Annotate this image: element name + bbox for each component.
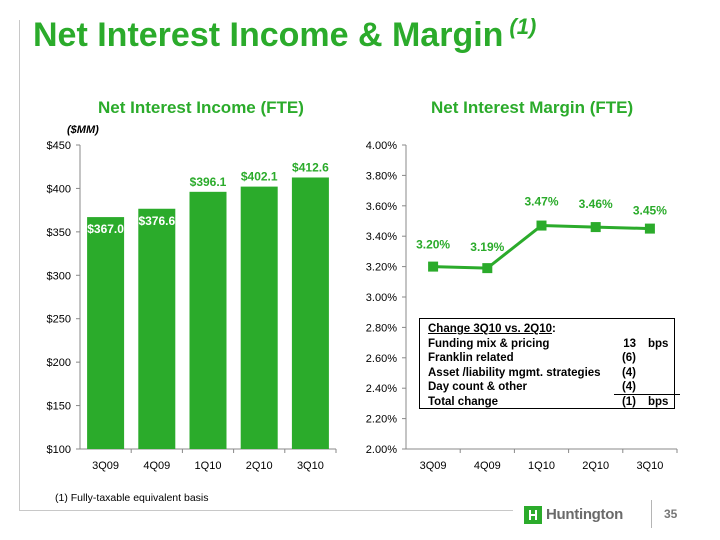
y-tick-label: 3.80% — [366, 170, 397, 182]
data-point-marker — [428, 261, 439, 272]
y-tick-label: $200 — [47, 357, 71, 369]
slide-title: Net Interest Income & Margin (1) — [33, 14, 537, 54]
change-row-value: (6) — [621, 352, 636, 365]
change-row-value: (4) — [621, 381, 636, 394]
change-box-row: Funding mix & pricing 13 bps — [428, 337, 674, 352]
x-tick-label: 3Q10 — [297, 460, 324, 472]
x-tick-label: 3Q10 — [636, 460, 663, 472]
total-underline — [614, 393, 680, 395]
logo-separator — [651, 500, 652, 528]
data-point-marker — [644, 223, 655, 234]
total-value: (1) — [621, 395, 636, 408]
change-row-label: Day count & other — [428, 381, 528, 394]
total-unit: bps — [648, 395, 669, 408]
change-box-heading-colon: : — [552, 323, 556, 335]
point-data-label: 3.45% — [633, 204, 667, 218]
right-chart-title: Net Interest Margin (FTE) — [431, 98, 634, 117]
change-box-total-row: Total change (1) bps — [428, 393, 680, 410]
y-tick-label: 2.60% — [366, 353, 397, 365]
y-tick-label: $350 — [47, 227, 71, 239]
y-tick-label: 2.80% — [366, 322, 397, 334]
unit-label: ($MM) — [67, 124, 99, 136]
title-footnote-mark: (1) — [509, 14, 537, 39]
huntington-logo-text: Huntington — [546, 506, 623, 523]
data-point-marker — [536, 220, 547, 231]
huntington-logo: Huntington — [524, 506, 634, 526]
change-row-label: Asset /liability mgmt. strategies — [428, 366, 601, 379]
point-data-label: 3.20% — [416, 238, 450, 252]
y-tick-label: $150 — [47, 401, 71, 413]
y-tick-label: 3.00% — [366, 292, 397, 304]
change-row-label: Franklin related — [428, 352, 514, 365]
huntington-logo-mark-icon — [524, 506, 542, 524]
data-point-marker — [590, 222, 601, 233]
y-tick-label: $400 — [47, 183, 71, 195]
change-box-row: Asset /liability mgmt. strategies (4) — [428, 366, 674, 381]
bar-data-label: $396.1 — [190, 175, 227, 189]
y-tick-label: 2.20% — [366, 414, 397, 426]
y-tick-label: $250 — [47, 314, 71, 326]
total-label: Total change — [428, 395, 499, 408]
bar-data-label: $376.6 — [138, 214, 175, 228]
slide-frame-left — [19, 20, 20, 510]
y-tick-label: 3.20% — [366, 262, 397, 274]
x-tick-label: 1Q10 — [195, 460, 222, 472]
change-box-row: Day count & other (4) — [428, 380, 674, 395]
x-tick-label: 3Q09 — [420, 460, 447, 472]
y-tick-label: $300 — [47, 270, 71, 282]
point-data-label: 3.47% — [524, 195, 558, 209]
slide-frame-bottom — [19, 510, 513, 511]
y-tick-label: 2.40% — [366, 383, 397, 395]
bar — [240, 186, 278, 450]
change-box-heading: Change 3Q10 vs. 2Q10 — [428, 323, 553, 335]
x-tick-label: 1Q10 — [528, 460, 555, 472]
page-number: 35 — [664, 507, 678, 521]
y-tick-label: 3.40% — [366, 231, 397, 243]
bar — [189, 191, 227, 450]
bar — [87, 217, 125, 449]
bar-data-label: $412.6 — [292, 160, 329, 174]
y-tick-label: 2.00% — [366, 444, 397, 456]
change-row-value: 13 — [623, 337, 636, 350]
bar-data-label: $402.1 — [241, 170, 278, 184]
x-tick-label: 4Q09 — [474, 460, 501, 472]
series-line — [433, 224, 650, 270]
change-row-label: Funding mix & pricing — [428, 337, 550, 350]
x-tick-label: 2Q10 — [582, 460, 609, 472]
data-point-marker — [482, 263, 493, 274]
x-tick-label: 2Q10 — [246, 460, 273, 472]
x-tick-label: 4Q09 — [143, 460, 170, 472]
bar — [291, 177, 329, 450]
change-box-heading-row: Change 3Q10 vs. 2Q10: — [428, 322, 674, 337]
change-box-row: Franklin related (6) — [428, 351, 674, 366]
y-tick-label: 4.00% — [366, 140, 397, 152]
point-data-label: 3.19% — [470, 240, 504, 254]
footnote: (1) Fully-taxable equivalent basis — [55, 492, 209, 504]
point-data-label: 3.46% — [579, 197, 613, 211]
change-row-value: (4) — [621, 366, 636, 379]
y-tick-label: 3.60% — [366, 201, 397, 213]
change-row-unit: bps — [648, 337, 669, 350]
left-chart-title: Net Interest Income (FTE) — [98, 98, 304, 117]
change-summary-box: Change 3Q10 vs. 2Q10: Funding mix & pric… — [419, 318, 680, 410]
y-tick-label: $450 — [47, 140, 71, 152]
y-tick-label: $100 — [47, 444, 71, 456]
bar-data-label: $367.0 — [87, 222, 124, 236]
x-tick-label: 3Q09 — [92, 460, 119, 472]
bar — [138, 208, 176, 449]
